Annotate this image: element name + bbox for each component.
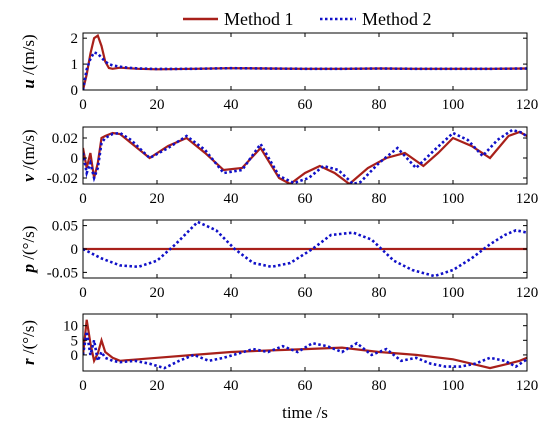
- series-line-method-2: [83, 50, 527, 90]
- x-tick-label: 60: [298, 378, 313, 394]
- x-tick-label: 0: [79, 378, 87, 394]
- x-tick-label: 20: [150, 285, 165, 301]
- x-tick-label: 120: [516, 97, 539, 113]
- x-tick-label: 80: [372, 378, 387, 394]
- legend-label-method-1: Method 1: [224, 9, 294, 29]
- series-line-method-1: [83, 130, 527, 184]
- y-axis-variable: r: [19, 358, 38, 365]
- x-tick-label: 40: [224, 97, 239, 113]
- y-axis-title: p /(°/s): [19, 226, 38, 275]
- y-tick-label: 0: [71, 83, 79, 99]
- series-line-method-2: [83, 331, 527, 370]
- y-tick-label: 0: [71, 242, 79, 258]
- axes-box: [82, 126, 528, 185]
- x-tick-label: 60: [298, 97, 313, 113]
- y-axis-title: r /(°/s): [19, 320, 38, 365]
- y-tick-label: -0.02: [47, 171, 78, 187]
- series-line-method-1: [83, 33, 527, 90]
- x-tick-label: 100: [442, 378, 465, 394]
- x-tick-label: 0: [79, 97, 87, 113]
- y-tick-label: 5: [71, 333, 79, 349]
- y-tick-label: 0.02: [52, 131, 78, 147]
- y-tick-label: 10: [63, 319, 78, 335]
- x-tick-label: 60: [298, 285, 313, 301]
- x-tick-label: 80: [372, 191, 387, 207]
- x-tick-label: 40: [224, 285, 239, 301]
- axes-box: [82, 313, 528, 372]
- y-axis-unit: /(°/s): [19, 320, 38, 358]
- legend-label-method-2: Method 2: [362, 9, 432, 29]
- series-group: [83, 319, 527, 370]
- axes-box: [82, 32, 528, 91]
- y-tick-label: -0.05: [47, 265, 78, 281]
- series-group: [83, 128, 527, 184]
- x-tick-label: 100: [442, 285, 465, 301]
- y-tick-label: 0: [71, 151, 79, 167]
- x-tick-label: 100: [442, 191, 465, 207]
- y-axis-title: u /(m/s): [19, 34, 38, 88]
- y-tick-label: 2: [71, 31, 79, 47]
- y-axis-variable: p: [19, 264, 38, 275]
- x-tick-label: 20: [150, 97, 165, 113]
- x-tick-label: 60: [298, 191, 313, 207]
- x-tick-label: 80: [372, 285, 387, 301]
- y-axis-unit: /(m/s): [19, 129, 38, 174]
- series-line-method-1: [83, 319, 527, 370]
- y-tick-label: 1: [71, 57, 79, 73]
- series-group: [83, 33, 527, 90]
- series-group: [83, 220, 527, 278]
- x-tick-label: 40: [224, 378, 239, 394]
- x-tick-label: 120: [516, 285, 539, 301]
- series-line-method-2: [83, 128, 527, 184]
- x-tick-label: 80: [372, 97, 387, 113]
- x-tick-label: 0: [79, 285, 87, 301]
- x-tick-label: 0: [79, 191, 87, 207]
- x-tick-label: 40: [224, 191, 239, 207]
- legend: Method 1 Method 2: [183, 9, 432, 29]
- y-tick-label: 0: [71, 348, 79, 364]
- x-axis-title: time /s: [282, 403, 328, 422]
- y-axis-variable: u: [19, 79, 38, 88]
- x-tick-label: 100: [442, 97, 465, 113]
- x-tick-label: 20: [150, 378, 165, 394]
- y-tick-label: 0.05: [52, 219, 78, 235]
- y-axis-unit: /(°/s): [19, 226, 38, 264]
- x-tick-label: 20: [150, 191, 165, 207]
- y-axis-unit: /(m/s): [19, 34, 38, 79]
- y-axis-title: v /(m/s): [19, 129, 38, 181]
- x-tick-label: 120: [516, 378, 539, 394]
- x-tick-label: 120: [516, 191, 539, 207]
- y-axis-variable: v: [19, 174, 38, 182]
